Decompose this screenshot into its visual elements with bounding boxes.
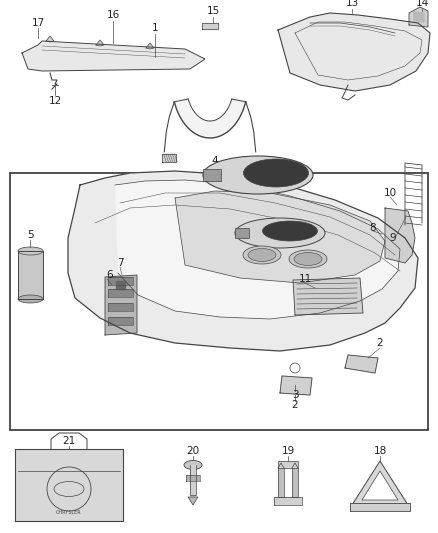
Polygon shape xyxy=(18,251,43,299)
Polygon shape xyxy=(108,277,133,285)
Text: CHRYSLER: CHRYSLER xyxy=(56,511,82,515)
Polygon shape xyxy=(115,180,400,319)
Text: 9: 9 xyxy=(390,233,396,243)
Ellipse shape xyxy=(18,247,43,255)
Polygon shape xyxy=(22,41,205,71)
Ellipse shape xyxy=(235,218,325,248)
Polygon shape xyxy=(15,449,123,521)
Text: 13: 13 xyxy=(346,0,359,8)
Polygon shape xyxy=(292,468,298,497)
Text: 7: 7 xyxy=(117,258,124,268)
Polygon shape xyxy=(68,171,418,351)
Bar xyxy=(235,228,249,238)
Polygon shape xyxy=(280,376,312,395)
Text: 14: 14 xyxy=(415,0,429,8)
Polygon shape xyxy=(175,191,385,283)
Polygon shape xyxy=(96,40,104,46)
Polygon shape xyxy=(278,461,298,468)
Polygon shape xyxy=(108,289,133,297)
Text: 19: 19 xyxy=(281,446,295,456)
Polygon shape xyxy=(274,497,302,505)
Text: 18: 18 xyxy=(373,446,387,456)
Ellipse shape xyxy=(244,159,308,187)
Text: 3: 3 xyxy=(292,390,298,400)
Text: 6: 6 xyxy=(107,270,113,280)
Polygon shape xyxy=(162,154,176,162)
Polygon shape xyxy=(186,475,200,481)
Ellipse shape xyxy=(294,253,322,265)
Polygon shape xyxy=(352,461,408,505)
Polygon shape xyxy=(409,7,428,27)
Polygon shape xyxy=(350,503,410,511)
Ellipse shape xyxy=(248,248,276,262)
Ellipse shape xyxy=(243,246,281,264)
Polygon shape xyxy=(174,96,246,138)
Text: 17: 17 xyxy=(32,18,45,28)
Polygon shape xyxy=(108,303,133,311)
Text: 15: 15 xyxy=(206,6,219,16)
Bar xyxy=(203,169,221,181)
Polygon shape xyxy=(293,278,363,315)
Text: 1: 1 xyxy=(152,23,158,33)
Ellipse shape xyxy=(289,250,327,268)
Polygon shape xyxy=(116,281,125,289)
Text: 4: 4 xyxy=(212,156,218,166)
Polygon shape xyxy=(362,471,398,500)
Text: 10: 10 xyxy=(383,188,396,198)
Polygon shape xyxy=(188,497,198,505)
Polygon shape xyxy=(345,355,378,373)
Polygon shape xyxy=(46,36,54,42)
Polygon shape xyxy=(414,12,424,22)
Text: 21: 21 xyxy=(62,436,76,446)
Text: 11: 11 xyxy=(298,274,311,284)
Text: 5: 5 xyxy=(27,230,33,240)
Polygon shape xyxy=(105,275,137,335)
Polygon shape xyxy=(278,13,430,91)
Ellipse shape xyxy=(184,461,202,470)
Polygon shape xyxy=(146,43,154,49)
Text: 2: 2 xyxy=(377,338,383,348)
Bar xyxy=(10,173,428,430)
Polygon shape xyxy=(190,465,196,497)
Polygon shape xyxy=(108,317,133,325)
Polygon shape xyxy=(278,468,284,497)
Text: 2: 2 xyxy=(292,400,298,410)
Text: 8: 8 xyxy=(370,223,376,233)
Text: 20: 20 xyxy=(187,446,200,456)
Text: 12: 12 xyxy=(48,96,62,106)
Text: 16: 16 xyxy=(106,10,120,20)
Polygon shape xyxy=(385,208,415,263)
Ellipse shape xyxy=(18,295,43,303)
Ellipse shape xyxy=(203,156,313,194)
Ellipse shape xyxy=(262,221,318,241)
Polygon shape xyxy=(202,23,218,29)
